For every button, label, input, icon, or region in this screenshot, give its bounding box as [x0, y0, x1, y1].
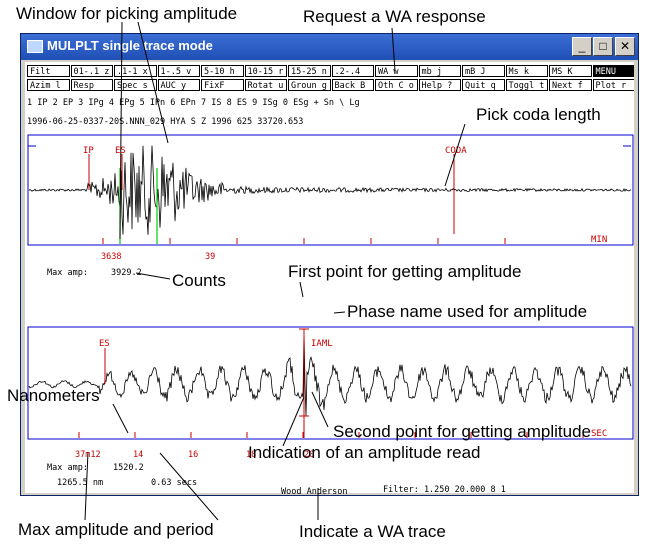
menu2-item-7[interactable]: Back B [331, 79, 374, 91]
iaml-label: IAML [311, 339, 333, 349]
top-trace-panel[interactable]: IP ES CODA MIN [25, 134, 634, 249]
menu1-item-1[interactable]: 01-.1 z [70, 65, 113, 77]
annotation-nanometers: Nanometers [7, 386, 100, 405]
menu2-item-2[interactable]: Spec s [114, 79, 157, 91]
menu1-item-12[interactable]: MS K [549, 65, 592, 77]
wood-anderson-label: Wood Anderson [281, 487, 348, 497]
menu1-item-5[interactable]: 10-15 r [244, 65, 287, 77]
annotation-phase-name: Phase name used for amplitude [347, 302, 588, 321]
bottom-seismogram [28, 329, 632, 417]
annotation-max-amp-period: Max amplitude and period [18, 520, 214, 539]
bottom-trace-panel[interactable]: ES IAML SEC [25, 326, 634, 446]
annotation-second-point: Second point for getting amplitude [333, 422, 592, 441]
filter-info: Filter: 1.250 20.000 8 1 [383, 485, 506, 495]
menu2-item-8[interactable]: Oth C o [375, 79, 418, 91]
annotation-request-wa: Request a WA response [303, 7, 486, 26]
bottom-tick-label-5: 20 [304, 450, 315, 460]
trace-header-line: 1996-06-25-0337-20S.NNN_029 HYA S Z 1996… [27, 117, 304, 127]
bottom-tick-label-3: 16 [188, 450, 199, 460]
annotation-counts: Counts [172, 271, 226, 290]
sec-unit-label: SEC [591, 429, 607, 439]
es-label: ES [115, 146, 126, 156]
bottom-tick-label-2: 14 [133, 450, 144, 460]
coda-label: CODA [445, 146, 467, 156]
close-button[interactable]: ✕ [615, 37, 635, 56]
top-tick-label-1: 3638 [101, 252, 122, 262]
top-seismogram [28, 145, 632, 235]
menu1-item-2[interactable]: .1-1 x [114, 65, 157, 77]
amplitude-readout: 1265.5 nm [57, 478, 104, 488]
annotation-indicate-wa: Indicate a WA trace [299, 522, 446, 541]
top-max-amp-value: 3929.2 [111, 268, 142, 278]
bottom-max-amp-value: 1520.2 [113, 463, 144, 473]
menu2-item-0[interactable]: Azim l [27, 79, 70, 91]
menu1-item-0[interactable]: Filt [27, 65, 70, 77]
window-icon [27, 40, 43, 53]
menu1-item-6[interactable]: 15-25 n [288, 65, 331, 77]
window-title: MULPLT single trace mode [47, 38, 213, 53]
menu1-item-13[interactable]: MENU [592, 65, 634, 77]
menu2-item-4[interactable]: FixF [201, 79, 244, 91]
menu1-item-8[interactable]: WA w [375, 65, 418, 77]
menu2-item-1[interactable]: Resp [70, 79, 113, 91]
min-unit-label: MIN [591, 235, 607, 245]
title-bar[interactable]: MULPLT single trace mode _ □ ✕ [21, 34, 638, 60]
menu2-item-11[interactable]: Toggl t [505, 79, 548, 91]
menu1-item-3[interactable]: 1-.5 v [157, 65, 200, 77]
menu1-item-4[interactable]: 5-10 h [201, 65, 244, 77]
bottom-tick-label-4: 18 [246, 450, 257, 460]
bottom-max-amp-label: Max amp: [47, 463, 88, 473]
bottom-trace-frame [27, 326, 634, 440]
menu2-item-3[interactable]: AUC y [157, 79, 200, 91]
maximize-button[interactable]: □ [593, 37, 613, 56]
annotation-indication-amp: Indication of an amplitude read [248, 443, 481, 462]
menu2-item-5[interactable]: Rotat u [244, 79, 287, 91]
top-trace-ticks [28, 145, 631, 244]
period-readout: 0.63 secs [151, 478, 198, 488]
annotation-first-point: First point for getting amplitude [288, 262, 522, 281]
menu1-item-9[interactable]: mb j [418, 65, 461, 77]
top-tick-label-2: 39 [205, 252, 216, 262]
ip-label: IP [83, 146, 94, 156]
phase-key-line: 1 IP 2 EP 3 IPg 4 EPg 5 IPn 6 EPn 7 IS 8… [27, 98, 360, 108]
menu2-item-12[interactable]: Next f [549, 79, 592, 91]
menu1-item-11[interactable]: Ms k [505, 65, 548, 77]
menu2-item-10[interactable]: Quit q [462, 79, 505, 91]
menu2-item-6[interactable]: Groun g [288, 79, 331, 91]
menu2-item-9[interactable]: Help ? [418, 79, 461, 91]
menu1-item-10[interactable]: mB J [462, 65, 505, 77]
top-trace-frame [27, 134, 634, 246]
bottom-es-label: ES [99, 339, 110, 349]
menu1-item-7[interactable]: .2-.4 [331, 65, 374, 77]
minimize-button[interactable]: _ [572, 37, 592, 56]
top-max-amp-label: Max amp: [47, 268, 88, 278]
bottom-tick-label-1: 37m12 [75, 450, 101, 460]
menu2-item-13[interactable]: Plot r [592, 79, 634, 91]
annotation-window-for-picking: Window for picking amplitude [16, 4, 238, 23]
annotation-pick-coda: Pick coda length [476, 105, 601, 124]
